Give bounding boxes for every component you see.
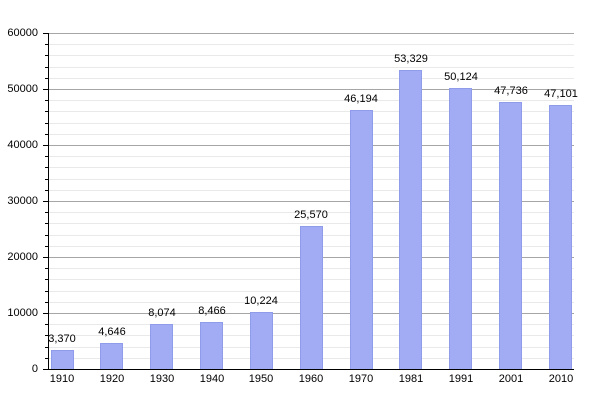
bar-1940 (200, 322, 223, 369)
bar-1920 (100, 343, 123, 369)
x-axis-tick-label: 1910 (49, 373, 75, 385)
major-gridline (49, 89, 574, 90)
bar-value-label: 4,646 (98, 326, 126, 338)
y-axis-tick (45, 279, 48, 280)
bar-1950 (250, 312, 273, 369)
y-axis-tick (43, 369, 48, 370)
y-axis-tick-label: 50000 (7, 83, 38, 95)
major-gridline (49, 201, 574, 202)
x-axis-tick-label: 1920 (99, 373, 125, 385)
minor-gridline (49, 78, 574, 79)
y-axis-tick (45, 291, 48, 292)
y-axis-tick-label: 20000 (7, 251, 38, 263)
bar-1930 (150, 324, 173, 369)
major-gridline (49, 33, 574, 34)
bar-2001 (499, 102, 522, 369)
y-axis-tick (45, 44, 48, 45)
minor-gridline (49, 67, 574, 68)
bar-1981 (399, 70, 422, 369)
bar-value-label: 50,124 (444, 71, 478, 83)
y-axis-tick (45, 268, 48, 269)
bar-value-label: 10,224 (244, 295, 278, 307)
y-axis-tick (45, 167, 48, 168)
x-axis-tick-label: 1970 (348, 373, 374, 385)
bar-value-label: 8,466 (198, 305, 226, 317)
minor-gridline (49, 212, 574, 213)
minor-gridline (49, 111, 574, 112)
minor-gridline (49, 190, 574, 191)
x-axis-tick-label: 1991 (448, 373, 474, 385)
y-axis-tick (45, 212, 48, 213)
minor-gridline (49, 179, 574, 180)
y-axis-tick (43, 89, 48, 90)
x-axis-tick-label: 1981 (398, 373, 424, 385)
minor-gridline (49, 100, 574, 101)
minor-gridline (49, 134, 574, 135)
bar-2010 (549, 105, 572, 369)
y-axis-tick (45, 67, 48, 68)
bar-value-label: 53,329 (394, 53, 428, 65)
y-axis-tick-label: 10000 (7, 307, 38, 319)
x-axis-tick-label: 1950 (248, 373, 274, 385)
y-axis-tick (45, 78, 48, 79)
x-axis-tick-label: 1930 (149, 373, 175, 385)
bar-1970 (350, 110, 373, 369)
y-axis-tick (45, 134, 48, 135)
bar-value-label: 47,736 (494, 85, 528, 97)
y-axis-tick (45, 55, 48, 56)
y-axis-tick (45, 156, 48, 157)
y-axis-tick (45, 335, 48, 336)
y-axis-tick (45, 123, 48, 124)
bar-value-label: 8,074 (148, 307, 176, 319)
minor-gridline (49, 223, 574, 224)
bar-value-label: 3,370 (48, 333, 76, 345)
minor-gridline (49, 123, 574, 124)
x-axis-tick-label: 2001 (498, 373, 524, 385)
x-axis-tick-label: 1940 (199, 373, 225, 385)
y-axis-tick (43, 257, 48, 258)
minor-gridline (49, 55, 574, 56)
x-axis-tick-label: 1960 (298, 373, 324, 385)
bar-value-label: 47,101 (544, 88, 578, 100)
y-axis-tick (45, 235, 48, 236)
major-gridline (49, 145, 574, 146)
y-axis-tick (45, 358, 48, 359)
y-axis-tick (43, 145, 48, 146)
y-axis-tick (45, 179, 48, 180)
y-axis-tick (45, 302, 48, 303)
y-axis-tick (45, 100, 48, 101)
y-axis-tick (45, 246, 48, 247)
y-axis-tick-label: 40000 (7, 139, 38, 151)
y-axis-tick (45, 324, 48, 325)
y-axis-tick-label: 0 (31, 363, 38, 375)
bar-1910 (51, 350, 74, 369)
minor-gridline (49, 167, 574, 168)
y-axis-tick (43, 33, 48, 34)
y-axis-tick-label: 60000 (7, 27, 38, 39)
y-axis-tick (45, 111, 48, 112)
y-axis-tick (45, 190, 48, 191)
y-axis-tick (43, 201, 48, 202)
y-axis-tick (45, 347, 48, 348)
bar-value-label: 25,570 (294, 209, 328, 221)
y-axis-tick (43, 313, 48, 314)
y-axis-tick-label: 30000 (7, 195, 38, 207)
bar-value-label: 46,194 (344, 93, 378, 105)
bar-1960 (300, 226, 323, 369)
bar-1991 (449, 88, 472, 369)
x-axis-tick-label: 2010 (548, 373, 574, 385)
minor-gridline (49, 44, 574, 45)
minor-gridline (49, 156, 574, 157)
y-axis-tick (45, 223, 48, 224)
